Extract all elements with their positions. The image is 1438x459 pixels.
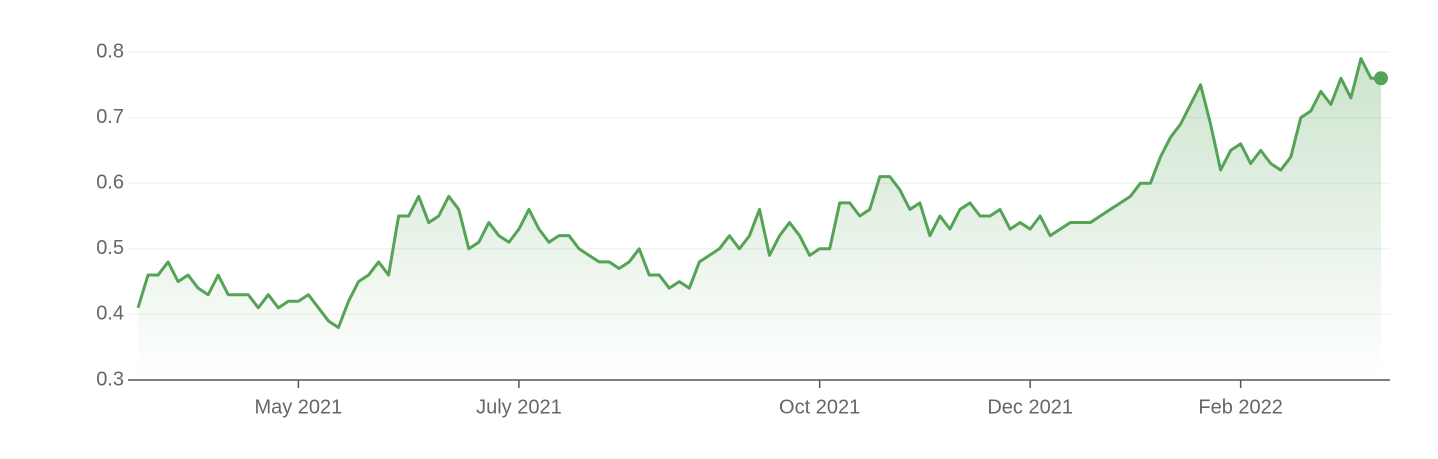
- line: [136, 57, 1381, 330]
- x-tick-label: Dec 2021: [987, 396, 1073, 418]
- end-point: [1374, 71, 1388, 86]
- x-tick-label: July 2021: [476, 396, 562, 418]
- area-fill: [138, 58, 1381, 381]
- x-tick-label: Feb 2022: [1198, 396, 1283, 418]
- y-tick-label: 0.8: [96, 40, 124, 62]
- y-tick-label: 0.5: [96, 237, 124, 259]
- y-tick-label: 0.3: [96, 368, 124, 390]
- y-tick-label: 0.6: [96, 171, 124, 193]
- x-tick-label: Oct 2021: [779, 396, 860, 418]
- y-tick-label: 0.4: [96, 303, 124, 325]
- y-tick-label: 0.7: [96, 106, 124, 128]
- x-tick-label: May 2021: [254, 396, 342, 418]
